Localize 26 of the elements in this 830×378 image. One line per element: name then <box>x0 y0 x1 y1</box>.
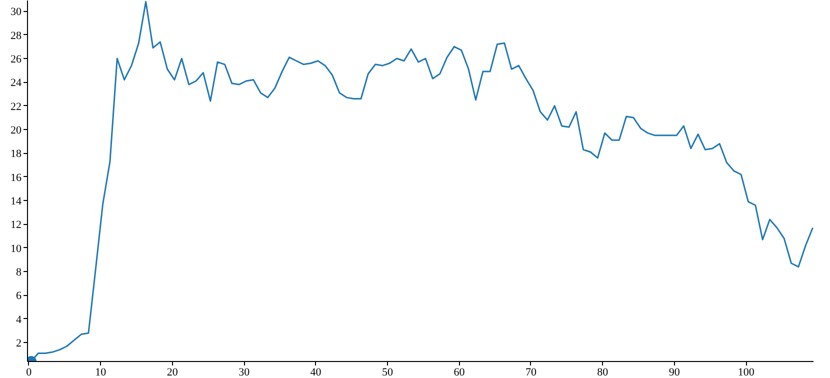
x-tick-label: 60 <box>454 366 466 378</box>
y-tick-label: 20 <box>10 124 22 137</box>
y-tick-label: 22 <box>10 100 22 113</box>
y-tick-label: 18 <box>10 148 22 160</box>
x-tick-label: 80 <box>597 366 609 378</box>
y-tick-label: 12 <box>10 219 22 232</box>
y-tick-label: 10 <box>10 242 22 255</box>
y-tick-label: 30 <box>10 6 22 18</box>
x-tick-label: 20 <box>166 366 178 378</box>
x-tick-label: 30 <box>238 366 250 378</box>
y-tick-label: 2 <box>16 338 22 350</box>
y-tick-label: 6 <box>16 290 22 302</box>
x-tick-label: 40 <box>310 366 322 378</box>
y-tick-label: 14 <box>10 196 22 208</box>
y-tick-label: 28 <box>10 30 22 42</box>
y-tick-label: 4 <box>16 314 22 326</box>
y-tick-label: 26 <box>10 53 22 66</box>
y-tick-label: 8 <box>16 266 22 279</box>
x-tick-label: 90 <box>668 366 680 378</box>
x-tick-label: 0 <box>26 366 32 378</box>
y-tick-label: 24 <box>10 77 22 90</box>
y-tick-label: 16 <box>10 172 22 184</box>
x-tick-label: 70 <box>525 366 537 378</box>
x-tick-label: 10 <box>95 366 107 378</box>
x-tick-label: 100 <box>738 366 755 378</box>
x-tick-label: 50 <box>382 366 394 378</box>
